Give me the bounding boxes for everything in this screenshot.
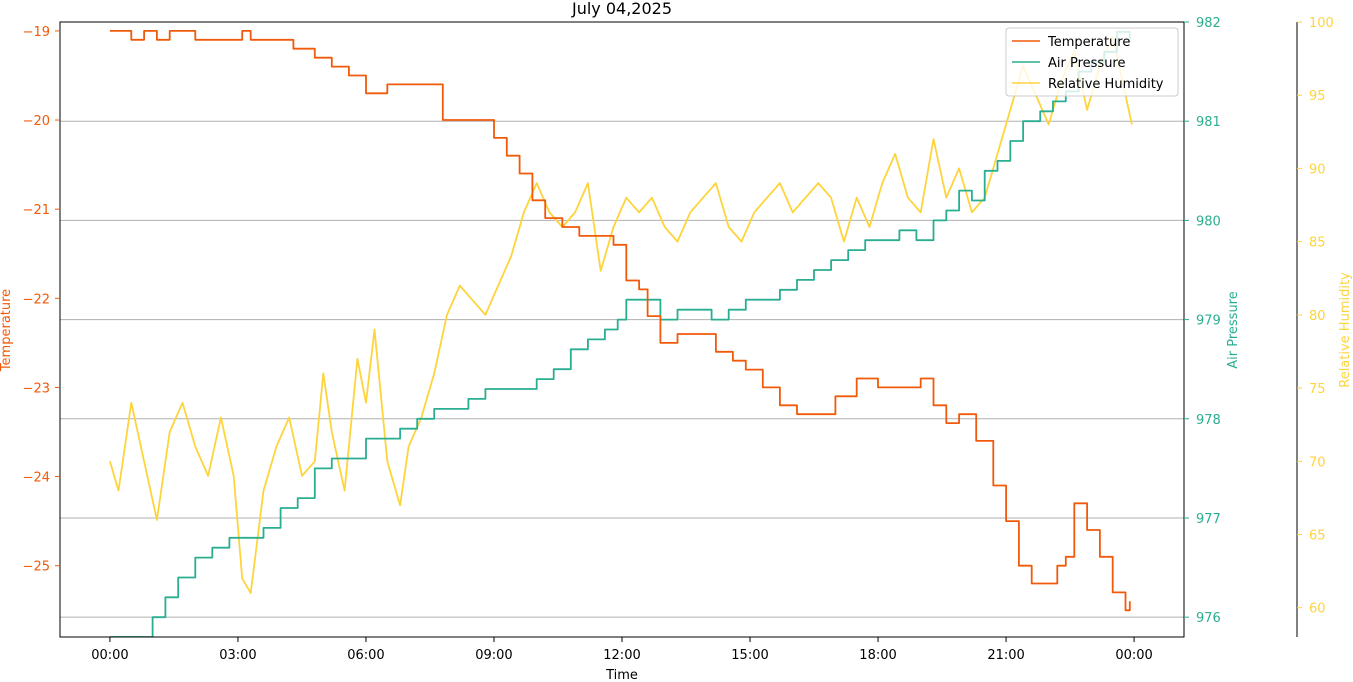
y-tick-label-pressure: 978 — [1196, 413, 1221, 428]
y-tick-label-pressure: 981 — [1196, 115, 1221, 130]
y-tick-label-pressure: 982 — [1196, 16, 1221, 31]
chart-title: July 04,2025 — [571, 0, 672, 18]
y-tick-label-pressure: 976 — [1196, 611, 1221, 626]
y-axis-label-pressure: Air Pressure — [1226, 291, 1241, 369]
y-tick-label-humidity: 60 — [1309, 602, 1326, 617]
y-tick-label-pressure: 977 — [1196, 512, 1221, 527]
y-tick-label-humidity: 90 — [1309, 162, 1326, 177]
x-tick-label: 18:00 — [859, 648, 896, 663]
y-tick-label-temperature: −21 — [23, 203, 50, 218]
x-tick-label: 15:00 — [731, 648, 768, 663]
x-tick-label: 12:00 — [603, 648, 640, 663]
y-tick-label-humidity: 65 — [1309, 529, 1326, 544]
y-tick-label-humidity: 95 — [1309, 89, 1326, 104]
series-lines — [109, 30, 1133, 637]
x-tick-label: 00:00 — [91, 648, 128, 663]
y-tick-label-temperature: −24 — [23, 471, 50, 486]
legend: Temperature Air Pressure Relative Humidi… — [1005, 27, 1179, 97]
y-tick-label-temperature: −19 — [23, 25, 50, 40]
x-axis-label: Time — [605, 668, 638, 682]
y-tick-label-humidity: 70 — [1309, 455, 1326, 470]
legend-label-pressure: Air Pressure — [1048, 56, 1126, 71]
legend-label-temperature: Temperature — [1047, 35, 1130, 50]
x-tick-label: 09:00 — [475, 648, 512, 663]
y-tick-label-humidity: 75 — [1309, 382, 1326, 397]
x-tick-label: 06:00 — [347, 648, 384, 663]
gridlines — [60, 120, 1184, 618]
y-tick-label-humidity: 80 — [1309, 309, 1326, 324]
y-tick-label-temperature: −20 — [23, 114, 50, 129]
series-line-temperature — [109, 30, 1131, 612]
y-tick-label-temperature: −25 — [23, 560, 50, 575]
y-tick-label-humidity: 100 — [1309, 16, 1334, 31]
x-tick-label: 03:00 — [219, 648, 256, 663]
y-tick-label-temperature: −22 — [23, 292, 50, 307]
y-tick-label-pressure: 980 — [1196, 214, 1221, 229]
axes: 00:00 03:00 06:00 09:00 12:00 15:00 18:00 21:00… — [23, 16, 1334, 663]
series-line-pressure — [109, 31, 1131, 637]
legend-label-humidity: Relative Humidity — [1048, 77, 1164, 92]
legend-box — [1005, 27, 1179, 97]
x-tick-label: 21:00 — [987, 648, 1024, 663]
y-tick-label-temperature: −23 — [23, 381, 50, 396]
y-tick-label-pressure: 979 — [1196, 314, 1221, 329]
series-line-humidity — [109, 35, 1133, 594]
x-tick-label: 00:00 — [1115, 648, 1152, 663]
y-axis-label-humidity: Relative Humidity — [1338, 272, 1353, 388]
y-tick-label-humidity: 85 — [1309, 236, 1326, 251]
y-axis-label-temperature: Temperature — [0, 289, 14, 372]
